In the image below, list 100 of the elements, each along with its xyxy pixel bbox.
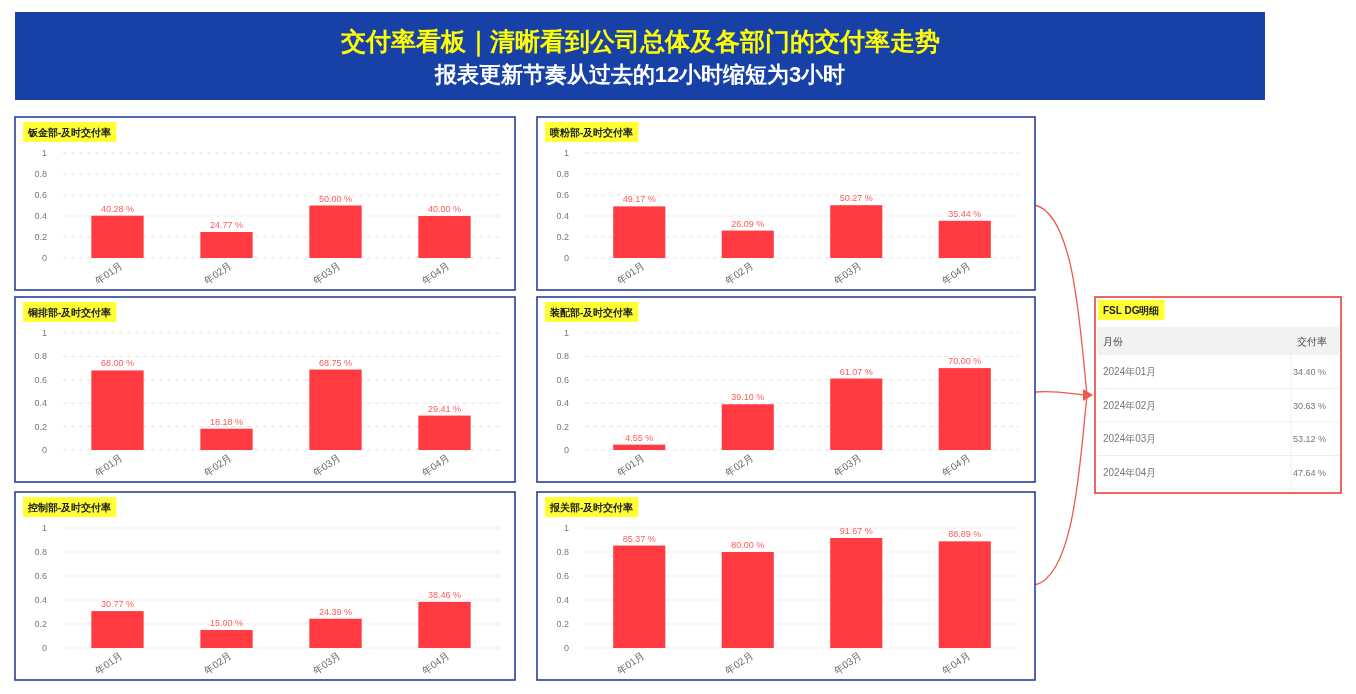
bar xyxy=(613,444,666,450)
chart-title: 喷粉部-及时交付率 xyxy=(550,127,634,138)
data-label: 50.27 % xyxy=(839,193,873,204)
category-label: 2024年04月 xyxy=(1103,466,1157,478)
bar xyxy=(830,538,883,648)
x-tick-label: 年04月 xyxy=(419,451,452,479)
y-tick-label: 1 xyxy=(41,328,47,338)
x-tick-label: 年01月 xyxy=(92,259,125,287)
data-label: 35.44 % xyxy=(948,208,982,219)
bar xyxy=(613,206,666,258)
data-label: 4.55 % xyxy=(625,432,654,443)
x-tick-label: 年03月 xyxy=(831,451,864,479)
data-label: 15.00 % xyxy=(209,618,244,628)
bar xyxy=(938,368,991,450)
data-label: 24.39 % xyxy=(318,606,353,617)
y-tick-label: 0 xyxy=(563,643,569,653)
bar xyxy=(418,415,471,450)
y-tick-label: 0.4 xyxy=(556,595,569,605)
category-label: 2024年02月 xyxy=(1103,399,1157,411)
data-label: 29.41 % xyxy=(427,403,462,414)
y-tick-label: 0.8 xyxy=(556,351,569,362)
y-tick-label: 0.4 xyxy=(34,398,47,409)
y-tick-label: 0.4 xyxy=(34,211,47,221)
category-label: 2024年03月 xyxy=(1103,433,1157,444)
x-tick-label: 年01月 xyxy=(92,649,125,677)
y-tick-label: 0.2 xyxy=(556,232,569,242)
y-tick-label: 0.8 xyxy=(556,547,569,557)
x-tick-label: 年04月 xyxy=(419,649,452,677)
x-tick-label: 年03月 xyxy=(310,451,343,479)
data-label: 40.28 % xyxy=(100,203,135,214)
y-tick-label: 1 xyxy=(41,523,47,533)
bar xyxy=(418,216,471,258)
data-label: 50.00 % xyxy=(318,193,353,204)
bar xyxy=(418,601,471,648)
y-tick-label: 0.2 xyxy=(34,232,47,242)
bar xyxy=(830,205,883,258)
x-tick-label: 年02月 xyxy=(723,259,755,287)
y-tick-label: 1 xyxy=(41,148,47,158)
y-tick-label: 0.2 xyxy=(34,421,47,432)
data-label: 53.12 % xyxy=(1293,434,1327,444)
data-label: 18.18 % xyxy=(209,416,244,427)
y-tick-label: 0 xyxy=(41,445,47,455)
data-label: 80.00 % xyxy=(731,540,765,550)
bar xyxy=(309,369,362,450)
bar xyxy=(91,370,144,450)
data-label: 68.75 % xyxy=(318,357,353,368)
y-tick-label: 0.2 xyxy=(556,421,569,432)
chart-title: 控制部-及时交付率 xyxy=(27,502,112,513)
data-label: 49.17 % xyxy=(622,194,656,205)
data-label: 88.89 % xyxy=(948,529,982,540)
bar xyxy=(91,611,144,648)
y-tick-label: 0.6 xyxy=(556,571,569,581)
bar xyxy=(91,215,144,258)
y-tick-label: 0.8 xyxy=(34,351,47,362)
data-label: 30.63 % xyxy=(1293,400,1327,411)
x-tick-label: 年03月 xyxy=(310,649,343,677)
bar xyxy=(200,231,253,258)
y-tick-label: 1 xyxy=(563,523,569,533)
y-tick-label: 0.4 xyxy=(34,595,47,605)
bar xyxy=(938,541,991,648)
bar xyxy=(200,428,253,450)
x-tick-label: 年02月 xyxy=(201,259,234,287)
x-tick-label: 年02月 xyxy=(723,649,755,677)
bar xyxy=(938,220,991,258)
data-label: 40.00 % xyxy=(427,204,462,214)
chart-title: 铜排部-及时交付率 xyxy=(27,307,112,318)
data-label: 47.64 % xyxy=(1293,467,1327,478)
y-tick-label: 0 xyxy=(41,253,47,263)
y-tick-label: 0.6 xyxy=(34,571,47,581)
y-tick-label: 0.4 xyxy=(556,211,569,221)
bar xyxy=(721,404,774,450)
x-tick-label: 年02月 xyxy=(723,451,755,479)
bar xyxy=(309,205,362,258)
y-tick-label: 1 xyxy=(563,328,569,338)
chart-title: 钣金部-及时交付率 xyxy=(27,127,112,138)
y-tick-label: 0.4 xyxy=(556,398,569,409)
x-tick-label: 年01月 xyxy=(92,451,125,479)
x-tick-label: 年03月 xyxy=(831,259,864,287)
data-label: 34.40 % xyxy=(1293,367,1327,377)
text: 报表更新节奏从过去的12小时缩短为3小时 xyxy=(433,62,846,87)
data-label: 38.46 % xyxy=(427,589,462,600)
x-tick-label: 年01月 xyxy=(614,451,647,479)
y-tick-label: 0.6 xyxy=(34,374,47,385)
y-tick-label: 0.8 xyxy=(34,547,47,557)
bar xyxy=(721,552,774,648)
data-label: 30.77 % xyxy=(100,599,135,610)
data-label: 70.00 % xyxy=(948,356,982,367)
x-tick-label: 年01月 xyxy=(614,649,647,677)
y-tick-label: 0.2 xyxy=(556,619,569,629)
data-label: 85.37 % xyxy=(622,533,656,544)
x-tick-label: 年03月 xyxy=(310,259,343,287)
data-label: 61.07 % xyxy=(839,366,873,377)
y-tick-label: 0 xyxy=(41,643,47,653)
y-tick-label: 0.6 xyxy=(556,190,569,200)
chart-title: 装配部-及时交付率 xyxy=(549,307,634,318)
y-tick-label: 0 xyxy=(563,445,569,455)
bar xyxy=(721,230,774,258)
bar xyxy=(200,630,253,648)
y-tick-label: 0.6 xyxy=(556,374,569,385)
x-tick-label: 年04月 xyxy=(940,649,972,677)
